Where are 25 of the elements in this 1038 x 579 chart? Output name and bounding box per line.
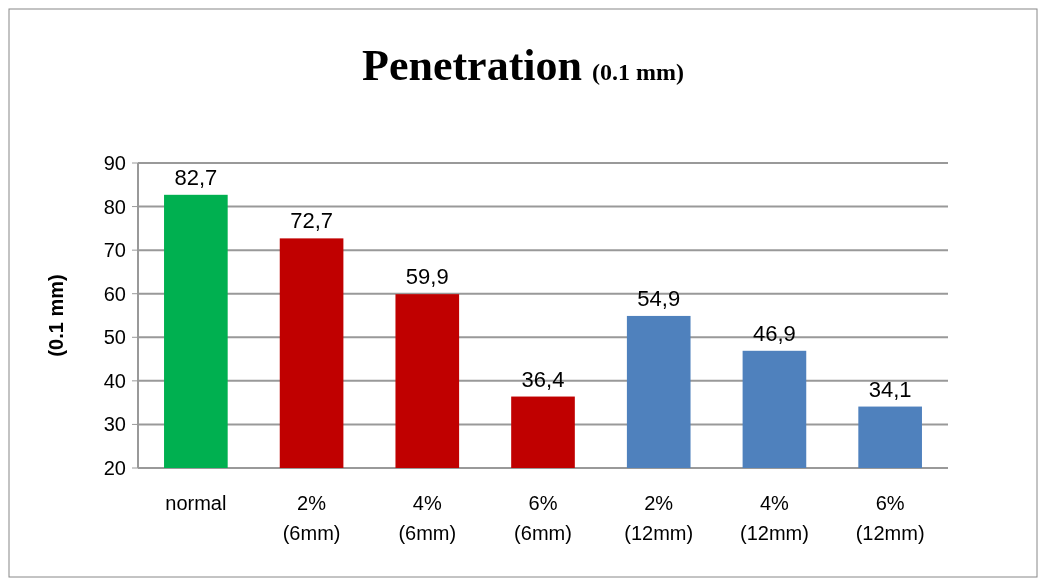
- y-tick-label: 60: [103, 282, 126, 305]
- y-tick-label: 80: [103, 195, 126, 218]
- data-label: 72,7: [290, 208, 333, 234]
- y-tick-label: 50: [103, 326, 126, 349]
- y-tick-label: 20: [103, 457, 126, 479]
- data-label: 34,1: [868, 376, 912, 402]
- x-tick-label: 4% (6mm): [398, 492, 457, 544]
- data-label: 59,9: [405, 264, 449, 290]
- y-axis-title: (0.1 mm): [45, 274, 67, 357]
- x-tick-label: 2% (12mm): [624, 492, 694, 544]
- data-label: 46,9: [753, 320, 796, 346]
- y-tick-label: 70: [103, 239, 126, 262]
- x-tick-label: 2% (6mm): [282, 492, 341, 544]
- y-tick-label: 90: [103, 152, 126, 174]
- x-tick-label: normal: [165, 492, 227, 514]
- data-label: 82,7: [174, 164, 218, 190]
- chart-title: Penetration: [362, 41, 582, 90]
- x-tick-label: 4% (12mm): [739, 492, 809, 544]
- data-label: 54,9: [637, 285, 681, 311]
- x-tick-label: 6% (6mm): [514, 492, 572, 544]
- y-tick-label: 30: [103, 413, 126, 436]
- y-tick-label: 40: [103, 369, 126, 392]
- x-tick-label: 6% (12mm): [855, 492, 925, 544]
- data-label: 36,4: [521, 366, 565, 392]
- chart-subtitle: (0.1 mm): [591, 59, 684, 85]
